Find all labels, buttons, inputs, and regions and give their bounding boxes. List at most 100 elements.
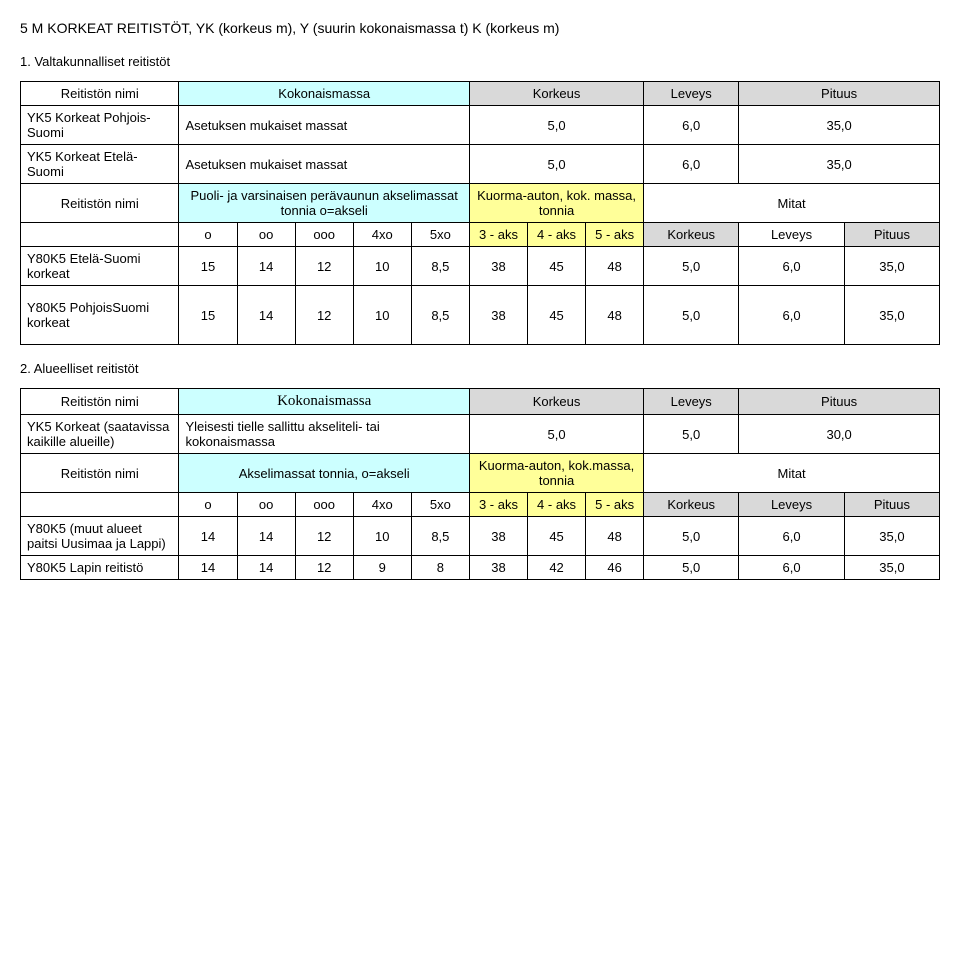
cell: 6,0 [739,517,845,556]
t2-m-kork: Korkeus [644,493,739,517]
cell: 45 [528,247,586,286]
cell: 5,0 [644,517,739,556]
t1-h-kork: Korkeus [469,82,643,106]
t2-r1-k: 5,0 [469,415,643,454]
t1-r2-p: 35,0 [739,145,940,184]
cell: 45 [528,286,586,345]
section-1-title: 1. Valtakunnalliset reitistöt [20,54,940,69]
t2-m-kuorma: Kuorma-auton, kok.massa, tonnia [469,454,643,493]
t1-h-reit: Reitistön nimi [21,82,179,106]
cell: 14 [237,517,295,556]
t1-r1-p: 35,0 [739,106,940,145]
t1-m-a5: 5 - aks [586,223,644,247]
cell: 46 [586,556,644,580]
t1-m-reit: Reitistön nimi [21,184,179,223]
t1-m-a4: 4 - aks [528,223,586,247]
t1-d1-name: Y80K5 PohjoisSuomi korkeat [21,286,179,345]
t2-r1-l: 5,0 [644,415,739,454]
cell: 35,0 [844,517,939,556]
t2-m-a3: 3 - aks [469,493,527,517]
cell: 38 [469,247,527,286]
t1-m-kuorma: Kuorma-auton, kok. massa, tonnia [469,184,643,223]
t2-m-lev: Leveys [739,493,845,517]
t2-m-4xo: 4xo [353,493,411,517]
t1-m-5xo: 5xo [411,223,469,247]
table-2: Reitistön nimi Kokonaismassa Korkeus Lev… [20,388,940,580]
cell: 8 [411,556,469,580]
t2-m-pit: Pituus [844,493,939,517]
cell: 35,0 [844,286,939,345]
t2-m-a4: 4 - aks [528,493,586,517]
cell: 35,0 [844,247,939,286]
cell: 6,0 [739,556,845,580]
cell: 12 [295,556,353,580]
cell: 8,5 [411,517,469,556]
t2-m-5xo: 5xo [411,493,469,517]
cell: 5,0 [644,247,739,286]
t1-h-lev: Leveys [644,82,739,106]
t2-h-pit: Pituus [739,389,940,415]
cell: 15 [179,247,237,286]
cell: 8,5 [411,247,469,286]
table-row: Y80K5 (muut alueet paitsi Uusimaa ja Lap… [21,517,940,556]
t1-m-ooo: ooo [295,223,353,247]
t2-h-reit: Reitistön nimi [21,389,179,415]
t1-r2-l: 6,0 [644,145,739,184]
table-row: Y80K5 PohjoisSuomi korkeat 15 14 12 10 8… [21,286,940,345]
t1-m-o: o [179,223,237,247]
cell: 14 [179,556,237,580]
t2-m-aks: Akselimassat tonnia, o=akseli [179,454,469,493]
cell: 38 [469,556,527,580]
cell: 45 [528,517,586,556]
cell: 38 [469,286,527,345]
cell: 9 [353,556,411,580]
t2-r1-p: 30,0 [739,415,940,454]
t1-m-pit: Pituus [844,223,939,247]
section-2-title: 2. Alueelliset reitistöt [20,361,940,376]
t2-m-o: o [179,493,237,517]
t1-d0-name: Y80K5 Etelä-Suomi korkeat [21,247,179,286]
cell: 14 [237,286,295,345]
cell: 12 [295,247,353,286]
t2-r1-desc: Yleisesti tielle sallittu akseliteli- ta… [179,415,469,454]
t2-m-reit: Reitistön nimi [21,454,179,493]
cell: 42 [528,556,586,580]
cell: 35,0 [844,556,939,580]
t1-m-empty [21,223,179,247]
t1-m-puoli: Puoli- ja varsinaisen perävaunun akselim… [179,184,469,223]
cell: 48 [586,517,644,556]
t2-m-mitat: Mitat [644,454,940,493]
cell: 6,0 [739,247,845,286]
t1-r1-label: YK5 Korkeat Pohjois-Suomi [21,106,179,145]
t2-d1-name: Y80K5 Lapin reitistö [21,556,179,580]
cell: 10 [353,286,411,345]
t1-r2-k: 5,0 [469,145,643,184]
t1-r2-label: YK5 Korkeat Etelä-Suomi [21,145,179,184]
t1-m-kork: Korkeus [644,223,739,247]
cell: 48 [586,286,644,345]
t1-h-pit: Pituus [739,82,940,106]
t1-m-4xo: 4xo [353,223,411,247]
cell: 14 [179,517,237,556]
t1-m-mitat: Mitat [644,184,940,223]
cell: 10 [353,517,411,556]
t2-h-kork: Korkeus [469,389,643,415]
cell: 8,5 [411,286,469,345]
t1-r1-k: 5,0 [469,106,643,145]
cell: 10 [353,247,411,286]
cell: 6,0 [739,286,845,345]
t2-r1-label: YK5 Korkeat (saatavissa kaikille alueill… [21,415,179,454]
cell: 15 [179,286,237,345]
t1-m-lev: Leveys [739,223,845,247]
t1-m-oo: oo [237,223,295,247]
cell: 5,0 [644,286,739,345]
table-1: Reitistön nimi Kokonaismassa Korkeus Lev… [20,81,940,345]
cell: 12 [295,517,353,556]
cell: 48 [586,247,644,286]
t1-r1-desc: Asetuksen mukaiset massat [179,106,469,145]
table-row: Y80K5 Lapin reitistö 14 14 12 9 8 38 42 … [21,556,940,580]
t1-m-a3: 3 - aks [469,223,527,247]
t2-h-lev: Leveys [644,389,739,415]
t2-d0-name: Y80K5 (muut alueet paitsi Uusimaa ja Lap… [21,517,179,556]
t2-m-ooo: ooo [295,493,353,517]
